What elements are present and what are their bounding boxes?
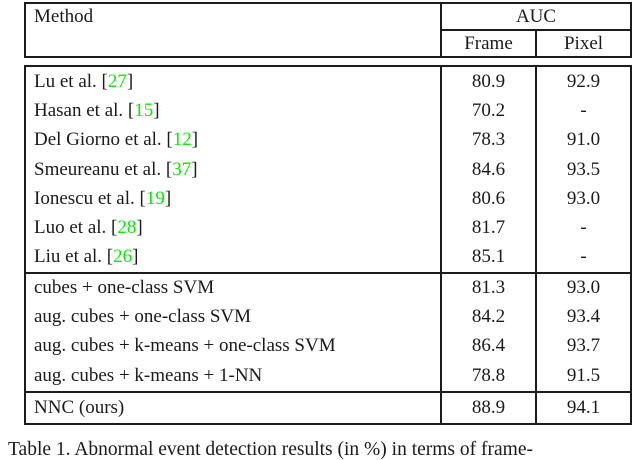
method-cell: aug. cubes + one-class SVM [26, 301, 442, 332]
table-row: Liu et al. [26] 85.1 - [26, 242, 630, 273]
pixel-auc-cell: 94.1 [566, 397, 601, 419]
frame-auc-cell: 70.2 [442, 96, 537, 126]
table-row: cubes + one-class SVM 81.3 93.0 [26, 272, 630, 302]
citation-link[interactable]: 37 [172, 158, 192, 180]
citation-link[interactable]: 28 [117, 217, 137, 239]
citation-link[interactable]: 12 [172, 129, 192, 151]
method-cell: Luo et al. [28] [26, 213, 442, 243]
citation-link[interactable]: 19 [145, 187, 165, 209]
citation-link[interactable]: 26 [113, 246, 133, 268]
method-cell: NNC (ours) [26, 393, 442, 423]
table-row: Del Giorno et al. [12] 78.3 91.0 [26, 125, 630, 155]
table-row: aug. cubes + one-class SVM 84.2 93.4 [26, 301, 630, 332]
frame-auc-cell: 84.2 [442, 301, 537, 332]
pixel-auc-cell: 93.0 [566, 187, 601, 209]
method-cell: Ionescu et al. [19] [26, 184, 442, 214]
results-table-body: Lu et al. [27] 80.9 92.9 Hasan et al. [15] 7… [24, 65, 632, 425]
frame-auc-cell: 78.3 [442, 125, 537, 155]
auc-column-group-header: AUC [442, 4, 630, 31]
frame-auc-cell: 81.3 [442, 274, 537, 302]
pixel-auc-cell: 93.5 [566, 158, 601, 180]
method-cell: cubes + one-class SVM [26, 274, 442, 302]
table-row: Lu et al. [27] 80.9 92.9 [26, 67, 630, 97]
pixel-auc-cell: 93.7 [566, 335, 601, 357]
method-column-header: Method [26, 4, 442, 56]
table-row: NNC (ours) 88.9 94.1 [26, 391, 630, 423]
pixel-auc-cell: - [580, 246, 587, 268]
pixel-auc-cell: 91.0 [566, 129, 601, 151]
auc-header-group: AUC Frame Pixel [442, 4, 630, 56]
frame-auc-cell: 85.1 [442, 242, 537, 273]
citation-link[interactable]: 15 [134, 99, 154, 121]
pixel-auc-cell: - [580, 99, 587, 121]
frame-auc-cell: 80.9 [442, 67, 537, 97]
table-row: Smeureanu et al. [37] 84.6 93.5 [26, 154, 630, 185]
pixel-auc-cell: 92.9 [566, 70, 601, 92]
table-row: aug. cubes + k-means + 1-NN 78.8 91.5 [26, 361, 630, 392]
pixel-auc-cell: - [580, 217, 587, 239]
frame-auc-cell: 86.4 [442, 331, 537, 362]
method-cell: aug. cubes + k-means + 1-NN [26, 361, 442, 392]
method-cell: Liu et al. [26] [26, 242, 442, 273]
pixel-auc-cell: 93.0 [566, 276, 601, 298]
frame-auc-cell: 78.8 [442, 361, 537, 392]
table-row: Hasan et al. [15] 70.2 - [26, 96, 630, 126]
method-cell: aug. cubes + k-means + one-class SVM [26, 331, 442, 362]
table-row: Ionescu et al. [19] 80.6 93.0 [26, 184, 630, 214]
method-cell: Smeureanu et al. [37] [26, 154, 442, 185]
pixel-auc-cell: 91.5 [566, 365, 601, 387]
frame-column-header: Frame [442, 31, 537, 56]
frame-auc-cell: 84.6 [442, 154, 537, 185]
pixel-column-header: Pixel [563, 32, 604, 54]
table-row: Luo et al. [28] 81.7 - [26, 213, 630, 243]
method-cell: Del Giorno et al. [12] [26, 125, 442, 155]
method-cell: Hasan et al. [15] [26, 96, 442, 126]
pixel-auc-cell: 93.4 [566, 305, 601, 327]
results-table-header: Method AUC Frame Pixel [24, 2, 632, 58]
auc-subheader-row: Frame Pixel [442, 31, 630, 56]
table-caption: Table 1. Abnormal event detection result… [8, 439, 533, 460]
frame-auc-cell: 88.9 [442, 393, 537, 423]
citation-link[interactable]: 27 [107, 70, 127, 92]
frame-auc-cell: 80.6 [442, 184, 537, 214]
method-cell: Lu et al. [27] [26, 67, 442, 97]
table-row: aug. cubes + k-means + one-class SVM 86.4… [26, 331, 630, 362]
frame-auc-cell: 81.7 [442, 213, 537, 243]
